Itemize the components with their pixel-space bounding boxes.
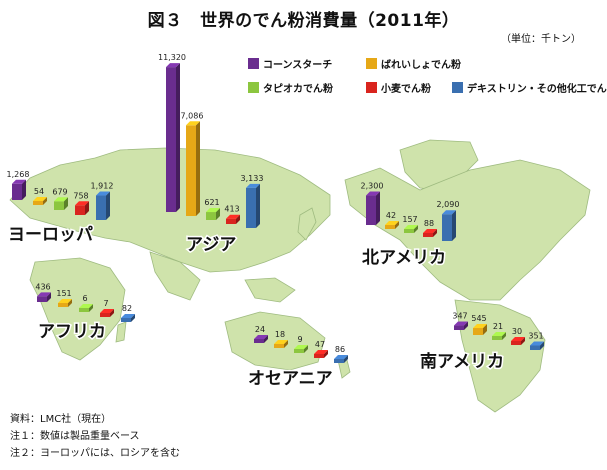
bar-asia-dextrin-modified bbox=[246, 183, 260, 228]
value-label-north-america-dextrin-modified: 2,090 bbox=[437, 200, 460, 209]
value-label-europe-potato-starch: 54 bbox=[34, 187, 44, 196]
bar-africa-wheat-starch bbox=[100, 309, 114, 317]
legend-swatch-cornstarch bbox=[248, 58, 259, 69]
value-label-asia-wheat-starch: 413 bbox=[224, 205, 239, 214]
value-label-africa-dextrin-modified: 82 bbox=[122, 304, 132, 313]
value-label-north-america-tapioca-starch: 157 bbox=[402, 215, 417, 224]
value-label-north-america-potato-starch: 42 bbox=[386, 211, 396, 220]
value-label-oceania-potato-starch: 18 bbox=[275, 330, 285, 339]
value-label-europe-wheat-starch: 758 bbox=[73, 191, 88, 200]
value-label-oceania-cornstarch: 24 bbox=[255, 325, 265, 334]
footnotes: 資料：LMC社（現在） 注１：数値は製品重量ベース 注２：ヨーロッパには、ロシア… bbox=[10, 411, 180, 462]
region-labels-layer: ヨーロッパアジア北アメリカアフリカオセアニア 南アメリカ bbox=[7, 224, 506, 391]
value-label-europe-tapioca-starch: 679 bbox=[52, 187, 67, 196]
legend-item-cornstarch: コーンスターチ bbox=[248, 56, 332, 71]
footnote-source: 資料：LMC社（現在） bbox=[10, 414, 112, 425]
bar-south-america-wheat-starch bbox=[511, 337, 525, 345]
value-label-africa-wheat-starch: 7 bbox=[103, 299, 108, 308]
bar-europe-tapioca-starch bbox=[54, 197, 68, 210]
footnote-1: 注１：数値は製品重量ベース bbox=[10, 431, 140, 442]
value-label-europe-cornstarch: 1,268 bbox=[7, 170, 30, 179]
north-america-landmass bbox=[344, 159, 591, 301]
bar-europe-potato-starch bbox=[33, 197, 47, 205]
value-label-asia-tapioca-starch: 621 bbox=[204, 198, 219, 207]
bar-africa-cornstarch bbox=[37, 292, 51, 302]
region-label-asia: アジア bbox=[186, 235, 236, 255]
bar-oceania-wheat-starch bbox=[314, 350, 328, 358]
bar-asia-cornstarch bbox=[166, 63, 180, 212]
value-label-south-america-wheat-starch: 30 bbox=[512, 327, 522, 336]
bar-africa-potato-starch bbox=[58, 299, 72, 307]
bar-asia-wheat-starch bbox=[226, 214, 240, 224]
bar-oceania-tapioca-starch bbox=[294, 345, 308, 353]
value-label-north-america-cornstarch: 2,300 bbox=[361, 182, 384, 191]
legend-label-tapioca-starch: タピオカでん粉 bbox=[263, 84, 333, 95]
bar-south-america-potato-starch bbox=[473, 324, 487, 335]
value-label-south-america-tapioca-starch: 21 bbox=[493, 322, 503, 331]
unit-label: （単位：千トン） bbox=[501, 34, 581, 45]
bar-oceania-dextrin-modified bbox=[334, 355, 348, 363]
region-label-south-america: 南アメリカ bbox=[420, 351, 504, 372]
legend-item-potato-starch: ばれいしょでん粉 bbox=[366, 56, 461, 71]
bar-north-america-wheat-starch bbox=[423, 229, 437, 237]
bar-africa-tapioca-starch bbox=[79, 304, 93, 312]
region-label-north-america: 北アメリカ bbox=[362, 248, 446, 268]
value-label-asia-dextrin-modified: 3,133 bbox=[241, 174, 264, 183]
value-label-oceania-wheat-starch: 47 bbox=[315, 340, 325, 349]
legend-label-dextrin-modified: デキストリン・その他化工でん粉 bbox=[467, 84, 607, 95]
bar-north-america-tapioca-starch bbox=[404, 225, 418, 233]
southeast-asia-islands bbox=[244, 277, 296, 303]
legend-swatch-tapioca-starch bbox=[248, 82, 259, 93]
legend-swatch-potato-starch bbox=[366, 58, 377, 69]
value-label-africa-cornstarch: 436 bbox=[35, 282, 50, 291]
chart-title: 図３ 世界のでん粉消費量（2011年） bbox=[147, 11, 460, 31]
legend-item-dextrin-modified: デキストリン・その他化工でん粉 bbox=[452, 80, 607, 95]
value-label-asia-cornstarch: 11,320 bbox=[158, 53, 186, 62]
value-label-africa-tapioca-starch: 6 bbox=[82, 294, 87, 303]
bar-europe-cornstarch bbox=[12, 179, 26, 200]
bar-south-america-cornstarch bbox=[454, 321, 468, 330]
legend-swatch-dextrin-modified bbox=[452, 82, 463, 93]
australia-landmass bbox=[224, 311, 326, 371]
value-label-oceania-dextrin-modified: 86 bbox=[335, 345, 345, 354]
region-label-europe: ヨーロッパ bbox=[8, 225, 93, 245]
bar-europe-wheat-starch bbox=[75, 201, 89, 215]
value-label-south-america-potato-starch: 545 bbox=[471, 314, 486, 323]
bar-oceania-cornstarch bbox=[254, 335, 268, 343]
bar-north-america-potato-starch bbox=[385, 221, 399, 229]
value-label-oceania-tapioca-starch: 9 bbox=[297, 335, 302, 344]
bar-south-america-dextrin-modified bbox=[530, 341, 544, 350]
bars-layer bbox=[12, 63, 544, 363]
legend-label-wheat-starch: 小麦でん粉 bbox=[381, 84, 431, 95]
madagascar-landmass bbox=[115, 321, 127, 343]
bar-oceania-potato-starch bbox=[274, 340, 288, 348]
legend-label-potato-starch: ばれいしょでん粉 bbox=[381, 60, 461, 71]
bar-south-america-tapioca-starch bbox=[492, 332, 506, 340]
bar-asia-tapioca-starch bbox=[206, 208, 220, 220]
japan-landmass bbox=[297, 207, 317, 241]
region-label-oceania: オセアニア bbox=[248, 369, 333, 389]
value-label-south-america-dextrin-modified: 351 bbox=[528, 332, 543, 341]
bar-europe-dextrin-modified bbox=[96, 191, 110, 220]
south-asia-landmass bbox=[149, 251, 201, 301]
legend-item-wheat-starch: 小麦でん粉 bbox=[366, 80, 431, 95]
footnote-2: 注２：ヨーロッパには、ロシアを含む bbox=[10, 448, 180, 459]
value-label-north-america-wheat-starch: 88 bbox=[424, 219, 434, 228]
legend-swatch-wheat-starch bbox=[366, 82, 377, 93]
value-label-asia-potato-starch: 7,086 bbox=[181, 111, 204, 120]
legend-item-tapioca-starch: タピオカでん粉 bbox=[248, 80, 333, 95]
bar-north-america-dextrin-modified bbox=[442, 210, 456, 241]
bar-north-america-cornstarch bbox=[366, 191, 380, 225]
region-label-africa: アフリカ bbox=[38, 322, 106, 342]
value-label-south-america-cornstarch: 347 bbox=[452, 312, 467, 321]
value-label-africa-potato-starch: 151 bbox=[56, 289, 71, 298]
bar-asia-potato-starch bbox=[186, 121, 200, 216]
value-label-europe-dextrin-modified: 1,912 bbox=[91, 182, 114, 191]
bar-africa-dextrin-modified bbox=[121, 314, 135, 322]
chart-legend: コーンスターチ ばれいしょでん粉 タピオカでん粉 小麦でん粉 デキストリン・その… bbox=[248, 56, 607, 100]
legend-label-cornstarch: コーンスターチ bbox=[263, 60, 333, 71]
